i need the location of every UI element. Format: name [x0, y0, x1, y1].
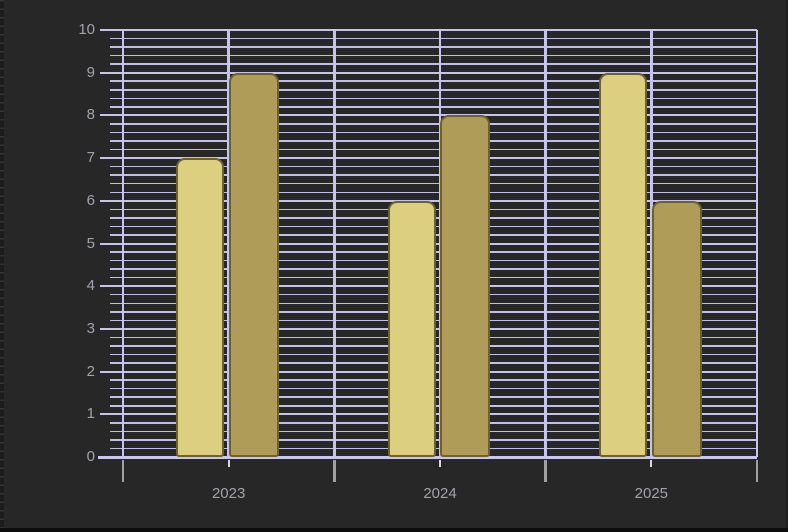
x-gridline: [438, 30, 442, 457]
y-tick-label: 1: [86, 405, 95, 423]
bottom-window-edge: [0, 528, 788, 532]
y-tick-label: 5: [86, 234, 95, 252]
y-minor-gridline: [110, 131, 757, 134]
y-minor-gridline: [110, 80, 757, 82]
x-gridline: [121, 30, 125, 457]
y-major-gridline: [100, 157, 757, 160]
y-minor-gridline: [110, 63, 757, 65]
right-window-edge: [786, 0, 788, 532]
y-tick-label: 3: [86, 319, 95, 337]
y-major-gridline: [100, 29, 757, 32]
y-minor-gridline: [110, 46, 757, 48]
y-minor-gridline: [110, 89, 757, 91]
y-minor-gridline: [110, 191, 757, 193]
y-minor-gridline: [110, 37, 757, 40]
y-tick-label: 10: [78, 21, 95, 38]
bar-2025-dark-khaki-series: [651, 200, 702, 457]
x-category-label: 2025: [634, 485, 669, 502]
y-minor-gridline: [110, 106, 757, 108]
y-major-gridline: [100, 114, 757, 117]
y-major-gridline: [100, 71, 757, 74]
bar-2025-light-khaki-series: [599, 72, 648, 457]
bar-2024-light-khaki-series: [387, 200, 436, 457]
x-gridline: [544, 30, 547, 457]
bar-2023-dark-khaki-series: [228, 72, 279, 457]
y-tick-label: 6: [86, 191, 95, 209]
x-boundary-tick: [544, 460, 547, 482]
y-minor-gridline: [110, 165, 757, 168]
x-boundary-tick: [333, 460, 336, 482]
left-window-edge: [0, 0, 4, 532]
y-major-gridline: [100, 199, 757, 202]
x-category-label: 2023: [211, 485, 246, 502]
y-tick-label: 0: [86, 448, 95, 465]
x-boundary-tick: [755, 460, 759, 482]
x-center-tick: [227, 460, 230, 467]
x-gridline: [333, 30, 336, 457]
y-minor-gridline: [110, 54, 757, 57]
y-tick-label: 9: [86, 63, 95, 81]
x-category-label: 2024: [423, 485, 457, 502]
x-boundary-tick: [121, 460, 125, 482]
y-minor-gridline: [110, 174, 757, 176]
y-tick-label: 7: [86, 149, 95, 167]
y-minor-gridline: [110, 140, 757, 142]
x-gridline: [227, 30, 230, 457]
bar-2024-dark-khaki-series: [440, 115, 491, 457]
y-minor-gridline: [110, 97, 757, 100]
bar-2023-light-khaki-series: [176, 158, 225, 457]
y-minor-gridline: [110, 148, 757, 151]
y-tick-label: 2: [86, 362, 95, 380]
y-minor-gridline: [110, 182, 757, 185]
y-tick-label: 4: [86, 277, 95, 295]
x-gridline: [650, 30, 653, 457]
y-minor-gridline: [110, 123, 757, 125]
bar-chart-plot-area: [98, 29, 759, 482]
x-center-tick: [650, 460, 653, 467]
x-axis-line: [98, 455, 757, 459]
x-gridline: [755, 30, 759, 457]
x-center-tick: [439, 460, 441, 467]
y-tick-label: 8: [86, 106, 95, 124]
